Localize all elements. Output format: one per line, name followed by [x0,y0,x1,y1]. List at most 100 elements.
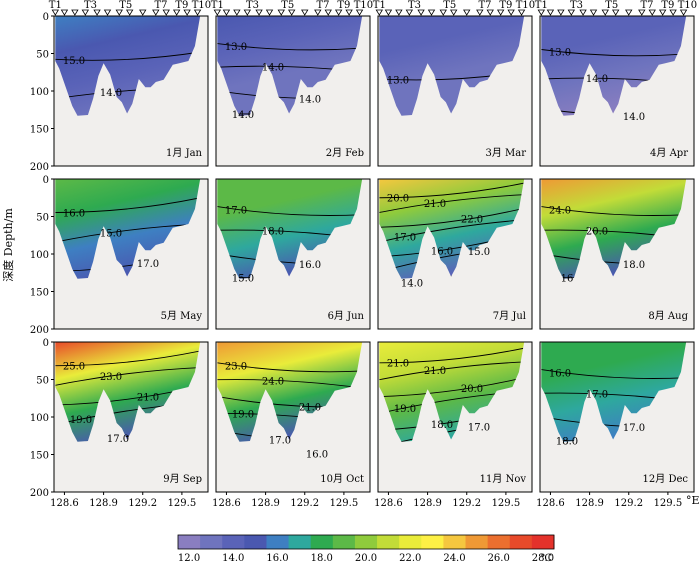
station-marker [265,9,274,16]
contour-label: 14.0 [299,94,321,105]
contour-label: 16.0 [306,449,328,460]
station-marker [384,9,393,16]
x-tick-label: 129.5 [492,498,521,509]
panel-month-label: 11月 Nov [480,473,527,485]
contour-label: 16.0 [549,368,571,379]
y-tick-label: 50 [36,50,49,61]
station-label: T9 [175,0,188,11]
contour-line [217,379,368,390]
temperature-field [541,16,692,116]
panel-month-label: 2月 Feb [326,147,364,159]
panel-11: 21.0 21.0 20.0 19.0 18.0 17.0 11月 Nov 128.6 128.… [374,341,533,509]
contour-line [217,43,368,51]
colorbar-tick-label: 20.0 [355,553,377,564]
panel-frame [215,341,371,493]
temperature-field [379,16,530,116]
y-tick-label: 50 [36,376,49,387]
colorbar-unit: ℃ [541,553,552,564]
contour-line [379,194,530,213]
y-tick-label: 200 [30,325,49,336]
station-marker [324,9,332,16]
x-tick-label: 128.6 [374,498,403,509]
contour-label: 14.0 [100,88,122,99]
contour-line [541,369,692,379]
contour-label: 21.0 [387,359,409,370]
y-tick-label: 150 [30,451,49,462]
colorbar-tick-label: 22.0 [399,553,421,564]
panel-4: 13.0 14.0 14.0 4月 Apr T1 T3 T5 T7 T9 T10 [535,0,697,167]
panel-frame [215,15,371,167]
y-axis-label: 深度 Depth/m [1,208,15,282]
station-marker [557,9,565,16]
contour-label: 17.0 [623,423,645,434]
station-marker [601,9,609,16]
station-label: T10 [678,0,697,11]
contour-label: 20.0 [387,194,409,205]
y-tick-label: 0 [43,338,49,349]
x-tick-label: 128.6 [212,498,241,509]
station-marker [334,9,343,16]
contour-label: 18.0 [431,420,453,431]
colorbar-tick-label: 28.0 [532,553,554,564]
contour-line [541,49,692,57]
colorbar-segment [222,535,245,549]
station-marker [183,9,191,16]
panel-5: 16.0 15.0 17.0 5月 May 0 50 100 150 200 [30,175,209,336]
station-marker [103,9,112,16]
contour-line [55,50,206,61]
station-marker [669,9,677,16]
station-label: T3 [408,0,421,11]
colorbar-segment [178,535,201,549]
colorbar-segment [465,535,489,549]
station-marker [567,9,576,16]
station-label: T5 [443,0,456,11]
temperature-field [55,16,206,116]
contour-line [217,362,368,373]
contour-label: 17.0 [137,259,159,270]
contour-label: 24.0 [549,205,571,216]
temperature-field [217,16,368,116]
station-marker [496,9,505,16]
colorbar-tick-label: 12.0 [178,553,200,564]
station-label: T9 [499,0,512,11]
station-marker [658,9,667,16]
colorbar-segment [531,535,555,549]
station-label: T5 [605,0,618,11]
panel-10: 23.0 24.0 21.0 19.0 17.0 16.0 10月 Oct 128.6 128.… [212,341,371,509]
contour-label: 18.0 [623,260,645,271]
station-label: T7 [640,0,653,11]
contour-line [55,196,206,213]
contour-label: 16.0 [63,208,85,219]
contour-label: 13.0 [225,42,247,53]
station-label: T3 [246,0,259,11]
y-tick-label: 100 [30,87,49,98]
station-marker [679,9,688,16]
y-tick-label: 200 [30,162,49,173]
station-label: T7 [154,0,167,11]
temperature-field [217,179,368,279]
station-marker [463,9,471,16]
x-tick-label: 129.2 [452,498,481,509]
station-marker [638,9,646,16]
panel-month-label: 5月 May [161,310,203,322]
temperature-field [541,179,692,279]
contour-label: 21.0 [299,403,321,414]
contour-label: 19.0 [232,410,254,421]
colorbar-segment [244,535,267,549]
station-marker [255,9,263,16]
contour-label: 17.0 [225,205,247,216]
contour-label: 18.0 [556,437,578,448]
colorbar-segment [332,535,356,549]
station-marker [60,9,69,16]
x-tick-label: 128.6 [50,498,79,509]
station-label: T10 [192,0,211,11]
contour-label: 17.0 [468,423,490,434]
contour-label: 13.0 [549,48,571,59]
y-tick-label: 200 [30,488,49,499]
station-label: T10 [354,0,373,11]
x-tick-label: 128.9 [251,498,280,509]
y-tick-label: 50 [36,213,49,224]
panel-3: 13.0 3月 Mar T1 T3 T5 T7 T9 T10 [373,0,535,167]
contour-line [379,361,530,381]
contour-line [55,349,206,367]
